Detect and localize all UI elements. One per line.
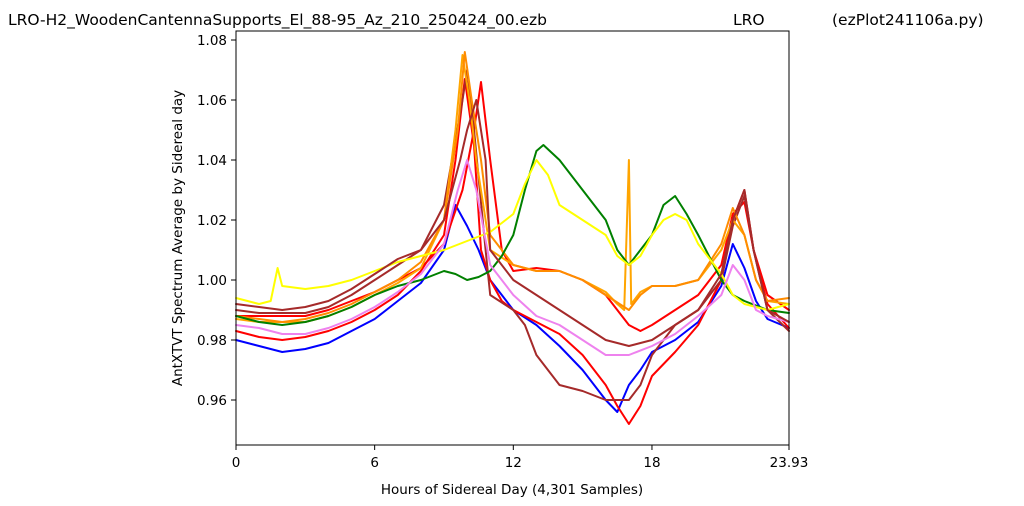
- series-line-5: [235, 54, 790, 323]
- series-layer: [235, 51, 790, 425]
- chart-title-file: LRO-H2_WoodenCantennaSupports_El_88-95_A…: [8, 11, 547, 30]
- chart-title-program: (ezPlot241106a.py): [832, 11, 984, 29]
- x-axis-label: Hours of Sidereal Day (4,301 Samples): [381, 482, 643, 498]
- y-tick-label: 0.96: [197, 393, 227, 409]
- y-tick-label: 1.00: [197, 273, 227, 289]
- series-line-7: [235, 144, 790, 326]
- y-tick-label: 1.08: [197, 33, 227, 49]
- x-tick-label: 12: [505, 455, 522, 471]
- y-tick-label: 1.04: [197, 153, 227, 169]
- series-line-4: [235, 69, 790, 401]
- x-tick-label: 0: [232, 455, 241, 471]
- series-line-9: [235, 159, 790, 356]
- series-line-1: [235, 204, 790, 413]
- series-line-10: [235, 99, 790, 347]
- x-axis: 0 6 12 18 23.93: [232, 445, 809, 471]
- chart-title-site: LRO: [733, 11, 765, 29]
- series-line-8: [235, 159, 790, 311]
- x-tick-label: 18: [643, 455, 660, 471]
- x-tick-label: 6: [370, 455, 379, 471]
- y-tick-label: 0.98: [197, 333, 227, 349]
- x-tick-label: 23.93: [770, 455, 809, 471]
- y-axis-label: AntXTVT Spectrum Average by Sidereal day: [170, 90, 186, 386]
- y-tick-label: 1.02: [197, 213, 227, 229]
- y-tick-label: 1.06: [197, 93, 227, 109]
- y-axis: 0.96 0.98 1.00 1.02 1.04 1.06 1.08: [197, 33, 236, 409]
- series-line-6: [235, 51, 790, 323]
- plot-frame: [235, 30, 790, 446]
